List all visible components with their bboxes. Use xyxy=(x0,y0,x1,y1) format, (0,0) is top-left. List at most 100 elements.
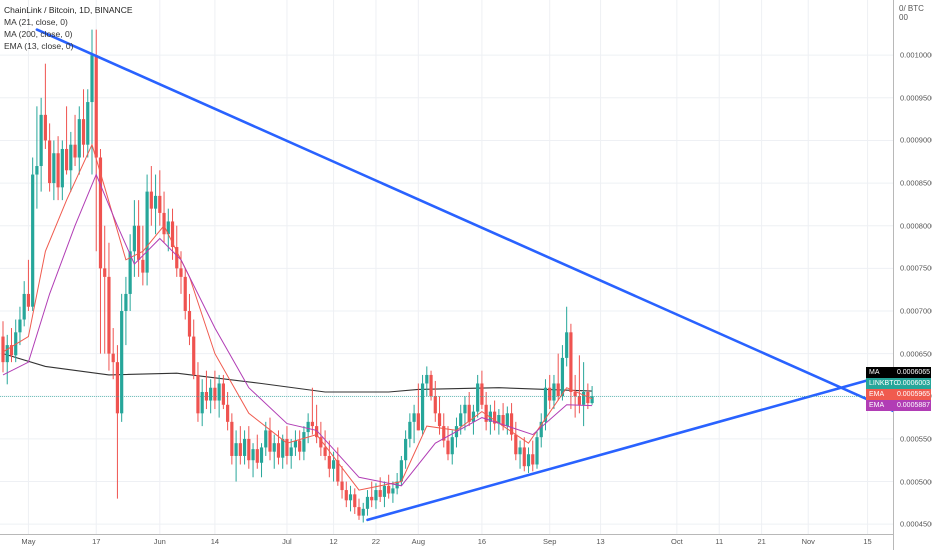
ma200-layer xyxy=(2,353,593,393)
candle xyxy=(412,404,416,444)
candle xyxy=(565,306,569,367)
candle xyxy=(200,379,204,427)
candle xyxy=(404,430,408,469)
candle xyxy=(81,89,86,158)
x-tick-label: 16 xyxy=(477,537,487,546)
candle xyxy=(514,421,518,461)
candle-body xyxy=(565,332,569,358)
candle-body xyxy=(60,148,64,188)
y-tick-label: 0.0004500 xyxy=(900,519,932,529)
candle xyxy=(289,438,293,469)
candle xyxy=(86,89,90,158)
candle xyxy=(531,440,535,472)
currency-label[interactable]: 0/ BTC 00 xyxy=(899,4,924,22)
candle xyxy=(476,374,480,418)
candle xyxy=(285,426,289,465)
candle-body xyxy=(484,404,488,422)
candle-body xyxy=(52,153,56,184)
y-tick-label: 0.0005000 xyxy=(900,477,932,487)
x-tick-label: Sep xyxy=(543,537,557,546)
legend-item-ma21[interactable]: MA (21, close, 0) xyxy=(4,17,68,27)
legend-item-ma200[interactable]: MA (200, close, 0) xyxy=(4,29,73,39)
candle xyxy=(272,434,276,469)
candle xyxy=(43,63,47,149)
candle xyxy=(31,157,35,311)
candle xyxy=(56,136,60,201)
candle-body xyxy=(107,276,111,354)
chart-legend: ChainLink / Bitcoin, 1D, BINANCE MA (21,… xyxy=(4,4,133,52)
candle-body xyxy=(170,221,175,248)
candle-body xyxy=(264,430,268,448)
candle xyxy=(442,413,446,448)
candle-body xyxy=(450,437,454,455)
candle xyxy=(361,502,365,523)
candle-body xyxy=(353,494,357,508)
candle-body xyxy=(276,443,281,458)
candle-body xyxy=(103,268,107,277)
y-tick-label: 0.0007000 xyxy=(900,306,932,316)
candle-body xyxy=(374,490,378,501)
candle-body xyxy=(556,383,560,397)
candle-body xyxy=(340,481,344,491)
candle xyxy=(264,421,268,456)
candle xyxy=(582,362,586,427)
candle-body xyxy=(488,411,492,422)
candle-body xyxy=(298,440,302,452)
candle-body xyxy=(217,383,221,401)
candle xyxy=(353,488,357,514)
x-tick-label: Jun xyxy=(153,537,166,546)
candle-body xyxy=(221,383,225,405)
candle xyxy=(497,409,501,435)
candle-body xyxy=(471,411,476,422)
candle-body xyxy=(582,392,586,405)
legend-item-ema13[interactable]: EMA (13, close, 0) xyxy=(4,41,74,51)
candle-body xyxy=(548,387,552,401)
candle xyxy=(73,114,77,167)
candle-body xyxy=(289,447,293,456)
candle-body xyxy=(56,153,60,188)
candle xyxy=(433,380,437,422)
candle-body xyxy=(281,438,285,458)
y-tick-label: 0.0009000 xyxy=(900,135,932,145)
price-badge-value: 0.0006003 xyxy=(896,380,931,387)
legend-title: ChainLink / Bitcoin, 1D, BINANCE xyxy=(4,5,133,15)
candle xyxy=(69,131,73,192)
candle xyxy=(493,400,497,431)
candle-body xyxy=(531,454,535,465)
candle-body xyxy=(378,490,382,497)
x-tick-label: 11 xyxy=(715,537,724,546)
candle-body xyxy=(412,413,416,422)
candle-body xyxy=(365,496,370,509)
candle-body xyxy=(467,404,471,422)
price-badge: LINKBTC0.0006003 xyxy=(866,378,931,389)
candle-body xyxy=(293,440,298,448)
candle-body xyxy=(77,119,81,158)
candle-body xyxy=(370,496,374,501)
candle xyxy=(242,430,247,465)
candle-body xyxy=(90,55,94,103)
candle xyxy=(344,481,348,508)
candle xyxy=(39,97,43,192)
candle xyxy=(310,387,314,435)
candle xyxy=(548,374,552,410)
candle-body xyxy=(505,413,509,427)
candle xyxy=(26,259,31,311)
candle xyxy=(420,374,425,435)
candle-body xyxy=(39,114,43,167)
candle-body xyxy=(153,195,158,209)
candle-body xyxy=(268,430,272,452)
candle xyxy=(298,430,302,461)
candle-body xyxy=(543,387,548,422)
ma-badge: MA 0.0006065 xyxy=(866,367,931,378)
candle xyxy=(247,426,251,469)
candle-body xyxy=(22,293,26,320)
candle xyxy=(1,321,5,373)
candle xyxy=(5,334,9,385)
candle xyxy=(586,383,590,410)
candle-body xyxy=(509,413,514,435)
candle-body xyxy=(539,421,543,438)
candle xyxy=(319,421,323,456)
candle-body xyxy=(120,310,124,414)
ma-badge-value: 0.0006065 xyxy=(896,369,931,376)
